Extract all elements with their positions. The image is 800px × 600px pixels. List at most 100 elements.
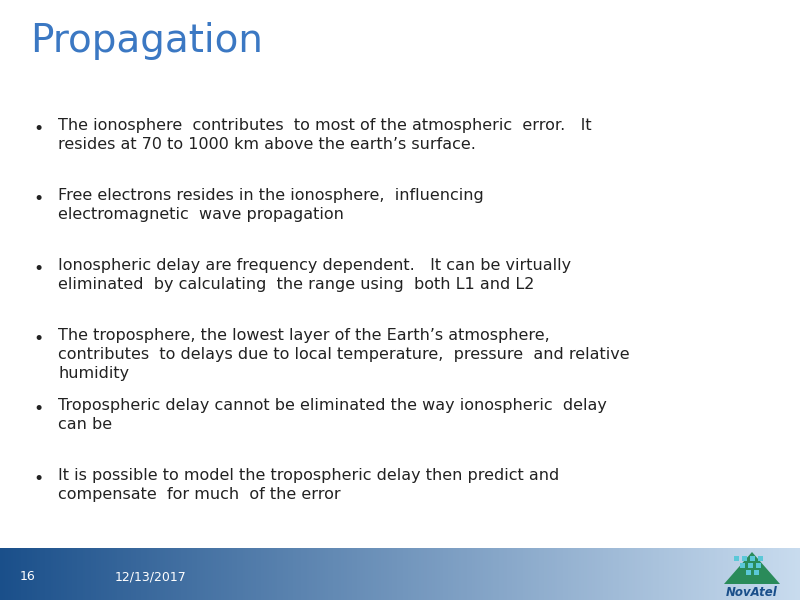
Bar xyxy=(272,548,274,600)
Bar xyxy=(654,548,656,600)
Bar xyxy=(632,548,634,600)
Bar xyxy=(358,548,360,600)
Bar xyxy=(734,548,736,600)
Bar xyxy=(152,548,154,600)
Bar xyxy=(586,548,590,600)
Text: Free electrons resides in the ionosphere,  influencing
electromagnetic  wave pro: Free electrons resides in the ionosphere… xyxy=(58,188,484,222)
Bar xyxy=(538,548,542,600)
Bar xyxy=(138,548,142,600)
Text: It is possible to model the tropospheric delay then predict and
compensate  for : It is possible to model the tropospheric… xyxy=(58,468,559,502)
Bar xyxy=(544,548,546,600)
Bar xyxy=(338,548,342,600)
Bar xyxy=(234,548,238,600)
Bar xyxy=(168,548,170,600)
Bar xyxy=(646,548,648,600)
Bar xyxy=(58,548,62,600)
Text: •: • xyxy=(33,400,43,418)
Bar xyxy=(738,548,742,600)
Bar xyxy=(42,548,46,600)
Bar xyxy=(66,548,70,600)
Bar xyxy=(248,548,250,600)
Bar xyxy=(176,548,178,600)
Bar xyxy=(118,548,120,600)
Bar xyxy=(38,548,40,600)
Bar xyxy=(72,548,74,600)
Bar xyxy=(662,548,664,600)
Bar xyxy=(746,569,750,575)
Bar xyxy=(392,548,394,600)
Bar xyxy=(142,548,144,600)
Bar xyxy=(136,548,138,600)
Text: •: • xyxy=(33,470,43,488)
Bar xyxy=(574,548,576,600)
Bar xyxy=(394,548,398,600)
Bar xyxy=(750,556,754,560)
Bar xyxy=(752,548,754,600)
Bar xyxy=(698,548,702,600)
Bar xyxy=(782,548,784,600)
Bar xyxy=(294,548,296,600)
Bar xyxy=(62,548,64,600)
Bar xyxy=(794,548,798,600)
Bar xyxy=(398,548,400,600)
Bar xyxy=(754,569,758,575)
Bar xyxy=(318,548,320,600)
Bar xyxy=(502,548,504,600)
Bar xyxy=(22,548,24,600)
Bar xyxy=(522,548,526,600)
Bar xyxy=(730,548,734,600)
Bar xyxy=(542,548,544,600)
Bar xyxy=(190,548,192,600)
Bar xyxy=(402,548,406,600)
Bar xyxy=(258,548,262,600)
Bar xyxy=(710,548,712,600)
Bar xyxy=(382,548,384,600)
Bar xyxy=(592,548,594,600)
Bar xyxy=(256,548,258,600)
Bar xyxy=(226,548,230,600)
Bar xyxy=(640,548,642,600)
Bar xyxy=(672,548,674,600)
Bar xyxy=(766,548,768,600)
Bar xyxy=(282,548,286,600)
Bar xyxy=(754,548,758,600)
Bar xyxy=(114,548,118,600)
Bar xyxy=(664,548,666,600)
Bar xyxy=(410,548,414,600)
Bar xyxy=(8,548,10,600)
Bar xyxy=(408,548,410,600)
Bar xyxy=(270,548,272,600)
Bar xyxy=(312,548,314,600)
Bar xyxy=(744,548,746,600)
Bar xyxy=(512,548,514,600)
Bar xyxy=(328,548,330,600)
Bar xyxy=(426,548,430,600)
Bar xyxy=(680,548,682,600)
Bar xyxy=(578,548,582,600)
Bar xyxy=(634,548,638,600)
Bar xyxy=(56,548,58,600)
Bar xyxy=(552,548,554,600)
Bar xyxy=(362,548,366,600)
Bar xyxy=(88,548,90,600)
Bar xyxy=(430,548,432,600)
Bar xyxy=(334,548,336,600)
Bar xyxy=(642,548,646,600)
Bar xyxy=(770,548,774,600)
Bar xyxy=(298,548,302,600)
Bar xyxy=(576,548,578,600)
Bar xyxy=(406,548,408,600)
Bar xyxy=(30,548,32,600)
Bar xyxy=(202,548,206,600)
Bar xyxy=(376,548,378,600)
Bar xyxy=(346,548,350,600)
Bar xyxy=(566,548,568,600)
Bar xyxy=(584,548,586,600)
Bar xyxy=(184,548,186,600)
Bar xyxy=(434,548,438,600)
Bar xyxy=(608,548,610,600)
Bar xyxy=(218,548,222,600)
Bar xyxy=(498,548,502,600)
Bar xyxy=(674,548,678,600)
Bar xyxy=(470,548,472,600)
